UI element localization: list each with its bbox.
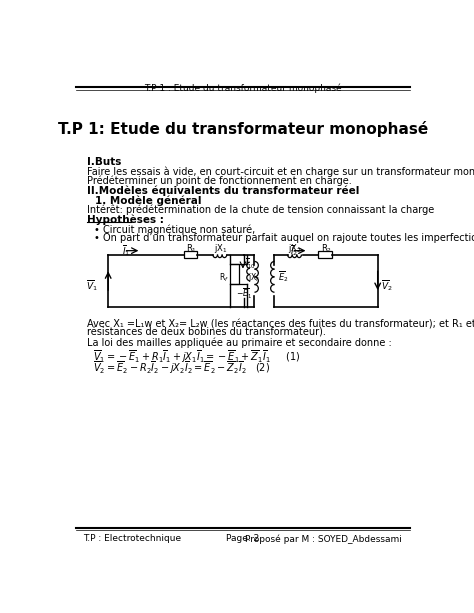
Text: Hypothèses :: Hypothèses : [87,215,164,225]
Text: Prédéterminer un point de fonctionnement en charge.: Prédéterminer un point de fonctionnement… [87,175,352,186]
Text: R$_1$: R$_1$ [186,242,197,254]
Text: I.Buts: I.Buts [87,157,122,167]
Text: $\overline{V}_2$: $\overline{V}_2$ [381,278,392,293]
Text: La loi des mailles appliquée au primaire et secondaire donne :: La loi des mailles appliquée au primaire… [87,338,392,348]
Text: Proposé par M : SOYED_Abdessami: Proposé par M : SOYED_Abdessami [246,534,402,544]
Text: R$_2$: R$_2$ [321,242,332,254]
Text: R$_f$: R$_f$ [219,272,229,284]
Text: II.Modèles équivalents du transformateur réel: II.Modèles équivalents du transformateur… [87,186,360,197]
Bar [230,264,239,284]
Text: $\overline{E}_2$: $\overline{E}_2$ [278,270,288,284]
Text: $\overline{V}_1$: $\overline{V}_1$ [86,278,97,293]
Text: $\overline{I}_2$: $\overline{I}_2$ [290,243,298,257]
Text: Avec X₁ =L₁w et X₂= L₂w (les réactances des fuites du transformateur); et R₁ et : Avec X₁ =L₁w et X₂= L₂w (les réactances … [87,319,474,329]
Text: Intérêt: prédétermination de la chute de tension connaissant la charge: Intérêt: prédétermination de la chute de… [87,205,435,215]
Text: résistances de deux bobines du transformateur).: résistances de deux bobines du transform… [87,328,326,338]
Text: $\overline{V}_2 = \overline{E}_2 - R_2\overline{I}_2 - jX_2\overline{I}_2 = \ove: $\overline{V}_2 = \overline{E}_2 - R_2\o… [93,359,270,376]
Bar [183,251,198,258]
Text: jX$_1$: jX$_1$ [214,242,227,255]
Text: • Circuit magnétique non saturé,: • Circuit magnétique non saturé, [93,224,255,235]
Text: 1. Modèle général: 1. Modèle général [95,195,201,206]
Text: Faire les essais à vide, en court-circuit et en charge sur un transformateur mon: Faire les essais à vide, en court-circui… [87,167,474,177]
Text: T.P : Electrotechnique: T.P : Electrotechnique [83,534,182,543]
Text: $\overline{V}_1 = -\overline{E}_1 + R_1\overline{I}_1 + jX_1\overline{I}_1 = -\o: $\overline{V}_1 = -\overline{E}_1 + R_1\… [93,348,300,365]
Text: $\overline{I}_1$: $\overline{I}_1$ [122,243,130,257]
Text: $\overline{I}_{10}$: $\overline{I}_{10}$ [245,257,256,271]
Text: Page: 2: Page: 2 [226,534,260,543]
Text: jX$_2$: jX$_2$ [288,242,302,255]
Text: jX$_f$: jX$_f$ [247,272,260,284]
Text: $-\overline{E}_1$: $-\overline{E}_1$ [236,287,252,301]
Text: • On part d’un transformateur parfait auquel on rajoute toutes les imperfections: • On part d’un transformateur parfait au… [93,233,474,243]
Text: T.P 1 : Etude du transformateur monophasé: T.P 1 : Etude du transformateur monophas… [144,83,342,93]
Text: T.P 1: Etude du transformateur monophasé: T.P 1: Etude du transformateur monophasé [58,121,428,137]
Bar [319,251,332,258]
